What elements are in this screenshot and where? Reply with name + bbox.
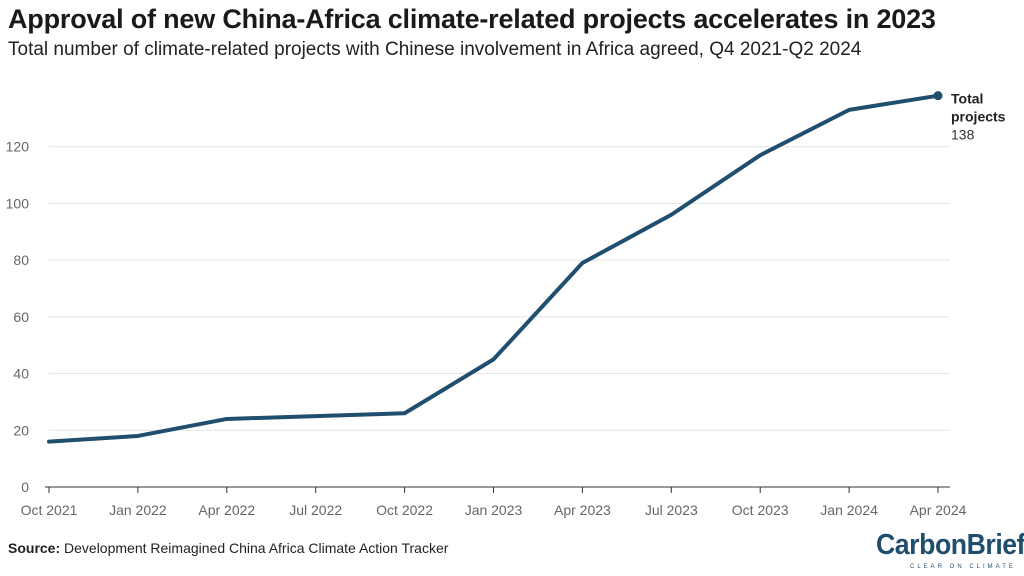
series-line [47, 93, 940, 444]
source-label: Source: [8, 540, 61, 556]
x-tick-label: Apr 2023 [554, 502, 611, 518]
y-tick-label: 60 [13, 309, 29, 325]
x-tick-label: Jan 2023 [465, 502, 523, 518]
x-tick-label: Oct 2023 [732, 502, 789, 518]
end-point-marker [933, 91, 943, 101]
y-tick-label: 0 [21, 479, 29, 495]
y-tick-label: 80 [13, 252, 29, 268]
logo-tagline: CLEAR ON CLIMATE [910, 564, 1016, 570]
x-tick-label: Jan 2022 [109, 502, 167, 518]
y-tick-label: 20 [13, 422, 29, 438]
annotation-label-line: projects [951, 109, 1006, 125]
x-tick-label: Oct 2021 [21, 502, 78, 518]
logo-wordmark: CarbonBrief [876, 529, 1024, 561]
y-tick-label: 100 [6, 195, 30, 211]
x-tick-label: Apr 2024 [910, 502, 967, 518]
chart-title: Approval of new China-Africa climate-rel… [8, 4, 936, 34]
y-tick-label: 120 [6, 139, 30, 155]
chart-subtitle: Total number of climate-related projects… [8, 39, 862, 60]
x-tick-label: Apr 2022 [198, 502, 255, 518]
annotation-value: 138 [951, 127, 975, 143]
x-tick-label: Oct 2022 [376, 502, 433, 518]
y-tick-label: 40 [13, 366, 29, 382]
carbon-brief-logo: CarbonBrief CLEAR ON CLIMATE [876, 529, 1024, 574]
annotation-label-line: Total [951, 91, 983, 107]
source-note: Source: Development Reimagined China Afr… [8, 540, 448, 556]
x-tick-label: Jul 2022 [289, 502, 342, 518]
source-text: Development Reimagined China Africa Clim… [60, 540, 449, 556]
x-tick-label: Jul 2023 [645, 502, 698, 518]
x-tick-label: Jan 2024 [820, 502, 878, 518]
